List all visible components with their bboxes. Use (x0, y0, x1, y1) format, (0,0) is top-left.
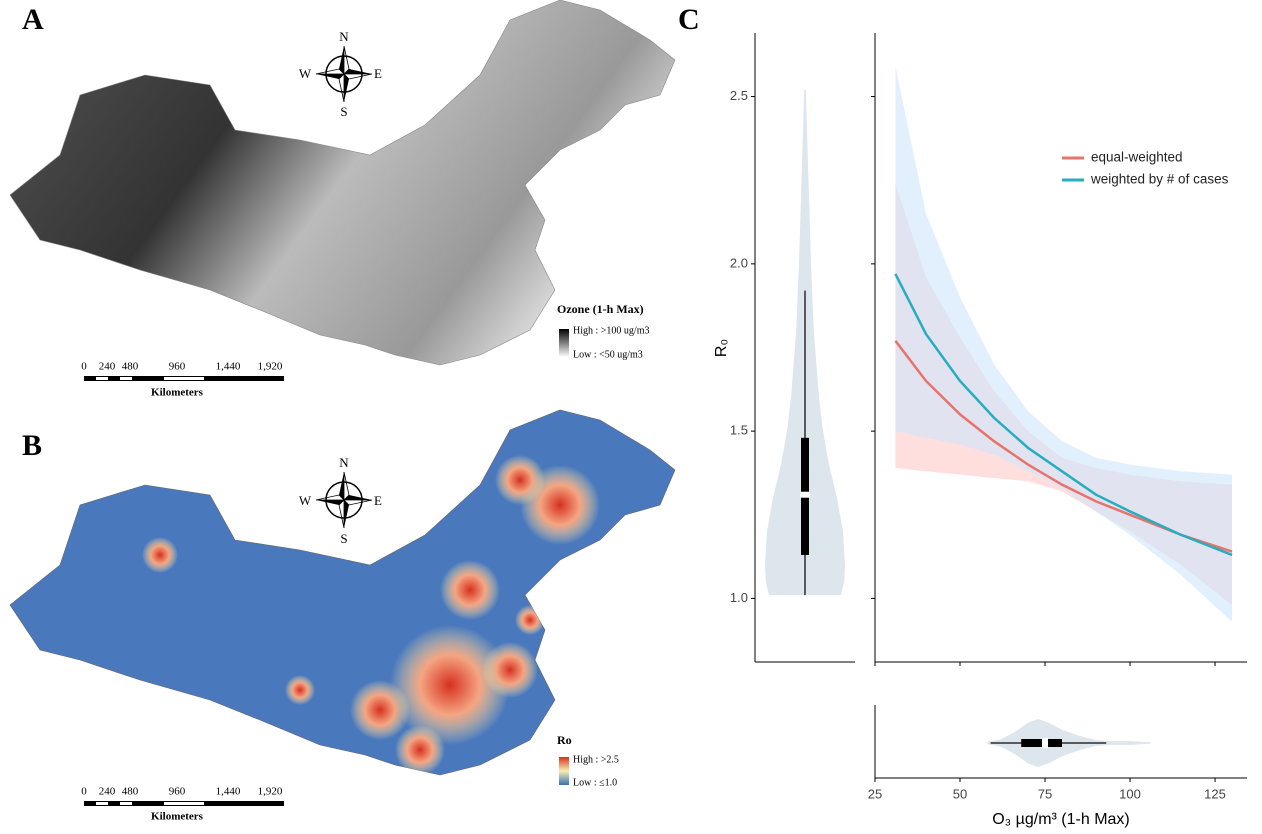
box (1021, 739, 1062, 747)
y-tick-label: 1.5 (730, 423, 748, 438)
y-tick-label: 2.0 (730, 255, 748, 270)
legend-low: Low : <50 ug/m3 (573, 349, 643, 360)
legend-high: High : >2.5 (573, 754, 619, 765)
y-axis-label: R₀ (713, 339, 730, 357)
legend-high: High : >100 ug/m3 (573, 325, 649, 336)
scale: 0 240 480 960 1,440 1,920 Kilometers (81, 786, 284, 823)
median (1042, 738, 1048, 748)
scale-label: 240 (99, 786, 116, 798)
x-axis-label: O₃ µg/m³ (1-h Max) (992, 811, 1130, 828)
x-tick-label: 25 (868, 786, 882, 801)
legend-ramp (559, 757, 569, 785)
compass-label: E (374, 493, 382, 508)
scale-label: 480 (122, 361, 139, 373)
legend-ramp (559, 329, 569, 357)
scale-label: 1,920 (258, 361, 283, 373)
scale-unit: Kilometers (151, 387, 204, 399)
scale-label: 1,440 (216, 361, 241, 373)
panel-label: B (22, 429, 42, 462)
compass-label: S (340, 531, 347, 546)
compass-label: S (340, 104, 347, 119)
legend-label: equal-weighted (1091, 150, 1183, 165)
median (800, 492, 810, 498)
legend-low: Low : ≤1.0 (573, 777, 617, 788)
scale-label: 240 (99, 361, 116, 373)
scale-label: 1,440 (216, 786, 241, 798)
figure: A N S W E Ozone (1-h Max) High : >100 ug… (0, 0, 1262, 834)
chart-c: R₀ O₃ µg/m³ (1-h Max) 1.0 1.5 2.0 2.5 25 50 75… (713, 33, 1247, 828)
scale-label: 960 (169, 361, 186, 373)
compass (316, 46, 372, 102)
x-tick-label: 50 (953, 786, 967, 801)
compass-label: E (374, 66, 382, 81)
scale-unit: Kilometers (151, 811, 204, 823)
y-tick-label: 1.0 (730, 590, 748, 605)
compass-label: N (339, 455, 349, 470)
x-tick-label: 100 (1119, 786, 1141, 801)
panel-label: C (678, 3, 700, 36)
map-a: A N S W E Ozone (1-h Max) High : >100 ug… (10, 0, 675, 399)
legend-title: Ro (557, 733, 572, 747)
scale-label: 1,920 (258, 786, 283, 798)
x-tick-label: 125 (1204, 786, 1226, 801)
y-tick-label: 2.5 (730, 88, 748, 103)
compass-label: W (299, 66, 312, 81)
compass-label: N (339, 29, 349, 44)
scale: 0 240 480 960 1,440 1,920 Kilometers (81, 361, 284, 399)
legend-label: weighted by # of cases (1090, 172, 1229, 187)
compass-label: W (299, 493, 312, 508)
compass (316, 472, 372, 528)
legend-title: Ozone (1-h Max) (557, 302, 644, 316)
map-b: B N S W E Ro High : >2.5 Low : ≤1.0 0 24… (10, 410, 675, 823)
x-tick-label: 75 (1038, 786, 1052, 801)
scale-label: 480 (122, 786, 139, 798)
scale-label: 0 (81, 786, 87, 798)
panel-label: A (22, 3, 44, 36)
scale-label: 0 (81, 361, 87, 373)
scale-label: 960 (169, 786, 186, 798)
